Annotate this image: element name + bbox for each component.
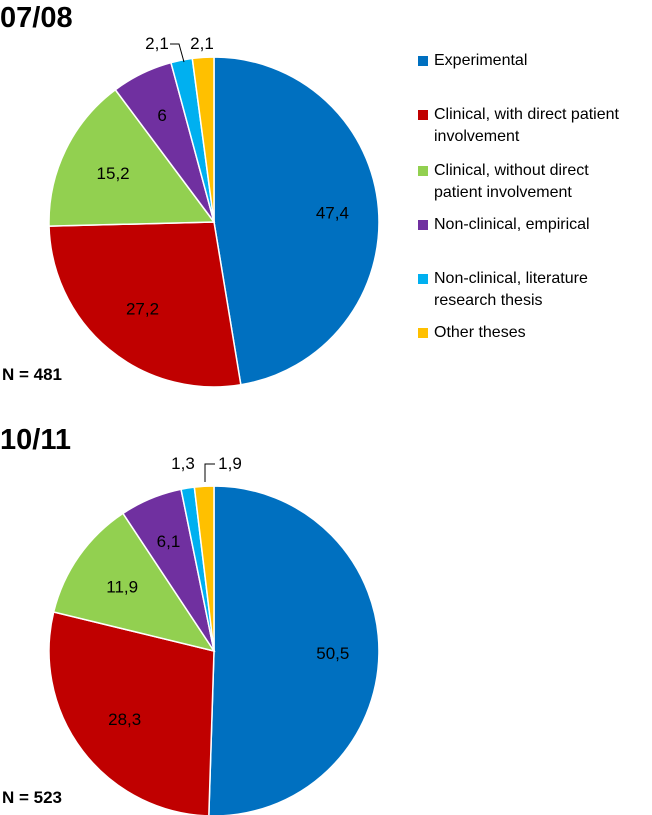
legend-label-nonclinical-empirical: Non-clinical, empirical	[434, 216, 590, 233]
slice-label-1011-other-theses: 1,9	[218, 454, 242, 473]
slice-label-0708-other-theses: 2,1	[190, 34, 214, 53]
slice-label-1011-nonclinical-empirical: 6,1	[157, 532, 181, 551]
legend-item-nonclinical-literature: Non-clinical, literature research thesis	[418, 268, 650, 312]
chart-title-0708: 07/08	[0, 2, 73, 34]
legend-swatch-nonclinical-empirical	[418, 220, 428, 230]
pie-slice-1011-clinical-direct	[48, 611, 215, 815]
pie-slice-0708-clinical-indirect	[48, 88, 216, 227]
slice-label-1011-clinical-indirect: 11,9	[106, 578, 138, 597]
pie-slice-0708-experimental	[213, 56, 380, 386]
legend-swatch-clinical-indirect	[418, 166, 428, 176]
legend-swatch-other-theses	[418, 328, 428, 338]
legend-swatch-clinical-direct	[418, 110, 428, 120]
legend-label-clinical-direct: Clinical, with direct patient involvement	[434, 106, 619, 145]
legend-item-experimental: Experimental	[418, 50, 650, 72]
pie-slice-1011-experimental	[208, 485, 380, 815]
legend-item-other-theses: Other theses	[418, 322, 650, 344]
leader-line-1011-other-theses	[204, 463, 215, 482]
legend-label-other-theses: Other theses	[434, 324, 526, 341]
legend-label-experimental: Experimental	[434, 52, 528, 69]
slice-label-0708-clinical-indirect: 15,2	[97, 164, 130, 183]
legend-swatch-nonclinical-literature	[418, 274, 428, 284]
sample-size-1011: N = 523	[2, 788, 63, 807]
slice-label-1011-experimental: 50,5	[316, 644, 349, 663]
slice-label-0708-nonclinical-literature: 2,1	[145, 34, 169, 53]
pie-slice-0708-other-theses	[191, 56, 215, 223]
pie-slice-1011-other-theses	[193, 485, 215, 652]
slice-label-0708-experimental: 47,4	[316, 203, 349, 222]
chart-title-1011: 10/11	[0, 424, 71, 456]
legend-label-clinical-indirect: Clinical, without direct patient involvem…	[434, 162, 589, 201]
legend-swatch-experimental	[418, 56, 428, 66]
slice-label-1011-nonclinical-literature: 1,3	[171, 454, 195, 473]
sample-size-0708: N = 481	[2, 365, 63, 384]
legend-item-nonclinical-empirical: Non-clinical, empirical	[418, 214, 650, 236]
slice-label-0708-nonclinical-empirical: 6	[157, 106, 166, 125]
pie-slice-1011-clinical-indirect	[52, 512, 216, 653]
legend-item-clinical-indirect: Clinical, without direct patient involvem…	[418, 160, 650, 204]
slice-label-1011-clinical-direct: 28,3	[108, 710, 141, 729]
pie-slice-0708-clinical-direct	[48, 221, 242, 388]
legend-label-nonclinical-literature: Non-clinical, literature research thesis	[434, 270, 588, 309]
leader-line-0708-nonclinical-literature	[170, 43, 185, 63]
slice-label-0708-clinical-direct: 27,2	[126, 300, 159, 319]
legend-item-clinical-direct: Clinical, with direct patient involvement	[418, 104, 650, 148]
